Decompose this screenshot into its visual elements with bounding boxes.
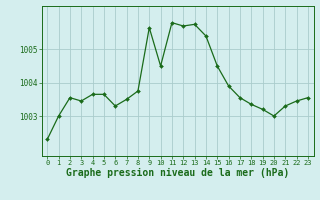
X-axis label: Graphe pression niveau de la mer (hPa): Graphe pression niveau de la mer (hPa) xyxy=(66,168,289,178)
